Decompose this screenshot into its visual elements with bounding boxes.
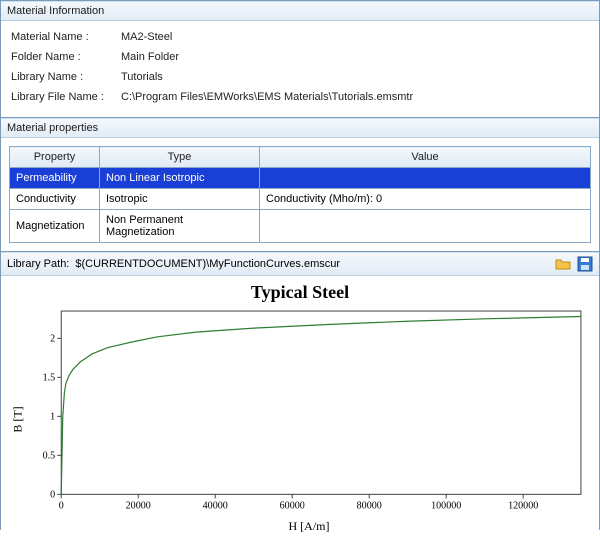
svg-text:40000: 40000 — [203, 500, 228, 511]
svg-text:80000: 80000 — [357, 500, 382, 511]
bh-curve-panel: Typical Steel B [T] 0 0.5 1 1.5 2 0 20000 40000… — [1, 276, 599, 542]
svg-text:1.5: 1.5 — [43, 372, 56, 383]
open-folder-icon[interactable] — [555, 256, 571, 272]
svg-text:1: 1 — [50, 411, 55, 422]
material-editor-window: Material Information Material Name : MA2… — [0, 0, 600, 530]
cell-value: Conductivity (Mho/m): 0 — [260, 189, 591, 210]
material-props-table[interactable]: Property Type Value Permeability Non Lin… — [9, 146, 591, 243]
cell-type: Isotropic — [100, 189, 260, 210]
cell-value — [260, 210, 591, 243]
table-row-permeability[interactable]: Permeability Non Linear Isotropic — [10, 168, 591, 189]
chart-wrap: B [T] 0 0.5 1 1.5 2 0 20000 40000 60000 80000 1000… — [9, 305, 591, 534]
info-value: C:\Program Files\EMWorks\EMS Materials\T… — [121, 91, 589, 103]
material-props-panel: Material properties Property Type Value … — [1, 118, 599, 252]
svg-text:0: 0 — [50, 489, 55, 500]
library-path-bar: Library Path: $(CURRENTDOCUMENT)\MyFunct… — [1, 252, 599, 276]
props-header-row: Property Type Value — [10, 147, 591, 168]
chart-ylabel: B [T] — [9, 305, 27, 534]
svg-text:120000: 120000 — [508, 500, 538, 511]
info-label: Folder Name : — [11, 51, 121, 63]
material-info-body: Material Name : MA2-Steel Folder Name : … — [1, 21, 599, 117]
info-value: Main Folder — [121, 51, 589, 63]
info-row-folder-name: Folder Name : Main Folder — [11, 47, 589, 67]
info-value: MA2-Steel — [121, 31, 589, 43]
cell-property: Permeability — [10, 168, 100, 189]
svg-text:20000: 20000 — [126, 500, 151, 511]
cell-type: Non Linear Isotropic — [100, 168, 260, 189]
plot-box[interactable]: 0 0.5 1 1.5 2 0 20000 40000 60000 80000 100000 1200… — [27, 305, 591, 517]
info-label: Library Name : — [11, 71, 121, 83]
info-row-material-name: Material Name : MA2-Steel — [11, 27, 589, 47]
material-info-panel: Material Information Material Name : MA2… — [1, 1, 599, 118]
cell-property: Magnetization — [10, 210, 100, 243]
col-type[interactable]: Type — [100, 147, 260, 168]
material-info-header: Material Information — [1, 1, 599, 21]
chart-title: Typical Steel — [9, 282, 591, 303]
info-row-library-file: Library File Name : C:\Program Files\EMW… — [11, 87, 589, 107]
library-path-label: Library Path: — [7, 258, 69, 270]
save-icon[interactable] — [577, 256, 593, 272]
table-row-magnetization[interactable]: Magnetization Non Permanent Magnetizatio… — [10, 210, 591, 243]
info-row-library-name: Library Name : Tutorials — [11, 67, 589, 87]
chart-xlabel: H [A/m] — [27, 517, 591, 534]
svg-text:2: 2 — [50, 333, 55, 344]
info-label: Library File Name : — [11, 91, 121, 103]
cell-type: Non Permanent Magnetization — [100, 210, 260, 243]
bh-curve-chart: 0 0.5 1 1.5 2 0 20000 40000 60000 80000 100000 1200… — [27, 305, 591, 517]
svg-text:0: 0 — [59, 500, 64, 511]
info-label: Material Name : — [11, 31, 121, 43]
info-value: Tutorials — [121, 71, 589, 83]
plot-column: 0 0.5 1 1.5 2 0 20000 40000 60000 80000 100000 1200… — [27, 305, 591, 534]
material-props-body: Property Type Value Permeability Non Lin… — [1, 138, 599, 251]
col-value[interactable]: Value — [260, 147, 591, 168]
col-property[interactable]: Property — [10, 147, 100, 168]
library-path-value: $(CURRENTDOCUMENT)\MyFunctionCurves.emsc… — [75, 258, 340, 270]
svg-text:0.5: 0.5 — [43, 450, 56, 461]
cell-property: Conductivity — [10, 189, 100, 210]
table-row-conductivity[interactable]: Conductivity Isotropic Conductivity (Mho… — [10, 189, 591, 210]
cell-value — [260, 168, 591, 189]
material-props-header: Material properties — [1, 118, 599, 138]
svg-text:60000: 60000 — [280, 500, 305, 511]
svg-text:100000: 100000 — [431, 500, 461, 511]
